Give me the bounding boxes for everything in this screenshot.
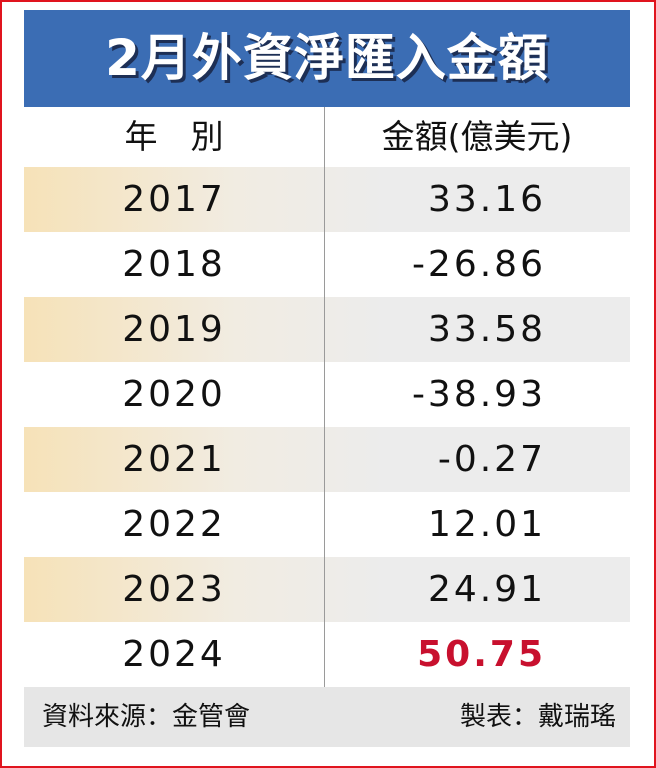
amount-cell: -0.27	[437, 439, 546, 480]
amount-cell: 12.01	[427, 504, 546, 545]
column-divider	[324, 107, 325, 687]
title: 2月外資淨匯入金額	[24, 10, 630, 107]
amount-cell: 24.91	[427, 569, 546, 610]
amount-cell: 33.58	[427, 309, 546, 350]
header-cell: 年 別	[124, 117, 224, 156]
table: 年 別 金額(億美元) 2017 33.16 2018 -26.86 2019 33.58…	[24, 107, 630, 687]
table-row: 2019 33.58	[24, 297, 630, 362]
year-cell: 2017	[122, 179, 226, 220]
year-cell: 2020	[122, 374, 226, 415]
table-row: 2020 -38.93	[24, 362, 630, 427]
amount-cell: -26.86	[411, 244, 546, 285]
credit: 製表：戴瑞瑤	[459, 702, 616, 732]
table-row: 2018 -26.86	[24, 232, 630, 297]
amount-cell: -38.93	[411, 374, 546, 415]
table-row: 2022 12.01	[24, 492, 630, 557]
amount-cell: 33.16	[427, 179, 546, 220]
table-row: 2023 24.91	[24, 557, 630, 622]
year-cell: 2022	[122, 504, 226, 545]
year-cell: 2021	[122, 439, 226, 480]
year-cell: 2023	[122, 569, 226, 610]
table-row: 2024 50.75	[24, 622, 630, 687]
year-cell: 2019	[122, 309, 226, 350]
table-row: 2017 33.16	[24, 167, 630, 232]
header-row: 年 別 金額(億美元)	[24, 107, 630, 167]
source: 資料來源：金管會	[42, 702, 251, 732]
table-row: 2021 -0.27	[24, 427, 630, 492]
footer: 資料來源：金管會 製表：戴瑞瑤	[24, 687, 630, 747]
year-cell: 2024	[122, 634, 226, 675]
amount-cell: 50.75	[417, 634, 546, 675]
year-cell: 2018	[122, 244, 226, 285]
header-cell: 金額(億美元)	[381, 117, 573, 156]
